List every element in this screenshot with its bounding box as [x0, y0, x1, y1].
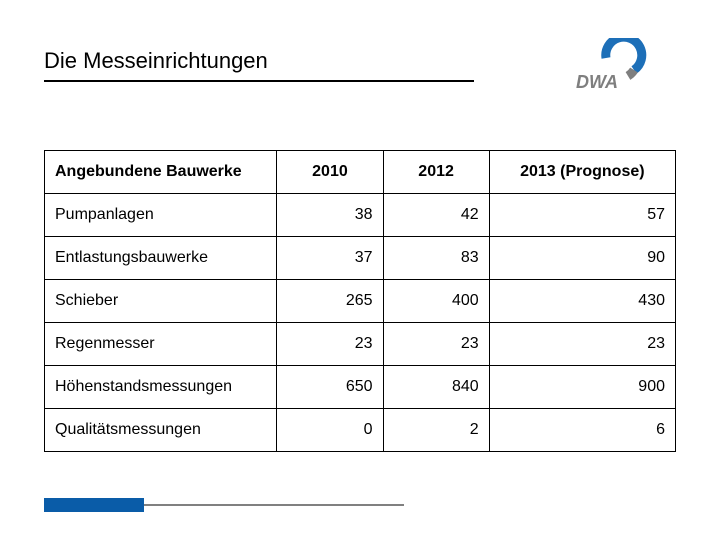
- cell-label: Pumpanlagen: [45, 194, 277, 237]
- cell-value: 83: [383, 237, 489, 280]
- cell-label: Schieber: [45, 280, 277, 323]
- cell-value: 650: [277, 366, 383, 409]
- table-row: Entlastungsbauwerke 37 83 90: [45, 237, 676, 280]
- cell-value: 90: [489, 237, 675, 280]
- cell-label: Entlastungsbauwerke: [45, 237, 277, 280]
- cell-label: Qualitätsmessungen: [45, 409, 277, 452]
- col-header-2010: 2010: [277, 151, 383, 194]
- col-header-2012: 2012: [383, 151, 489, 194]
- cell-value: 400: [383, 280, 489, 323]
- table-body: Pumpanlagen 38 42 57 Entlastungsbauwerke…: [45, 194, 676, 452]
- cell-value: 840: [383, 366, 489, 409]
- footer-decoration: [44, 498, 404, 512]
- cell-value: 2: [383, 409, 489, 452]
- header: Die Messeinrichtungen DWA: [44, 48, 676, 104]
- data-table-wrap: Angebundene Bauwerke 2010 2012 2013 (Pro…: [44, 150, 676, 452]
- dwa-logo: DWA: [576, 38, 676, 94]
- cell-value: 23: [277, 323, 383, 366]
- cell-value: 6: [489, 409, 675, 452]
- table-row: Schieber 265 400 430: [45, 280, 676, 323]
- table-header-row: Angebundene Bauwerke 2010 2012 2013 (Pro…: [45, 151, 676, 194]
- cell-value: 265: [277, 280, 383, 323]
- footer-blue-block: [44, 498, 144, 512]
- cell-value: 900: [489, 366, 675, 409]
- cell-value: 23: [383, 323, 489, 366]
- slide: Die Messeinrichtungen DWA Angebundene Ba…: [0, 0, 720, 540]
- title-underline: [44, 80, 474, 82]
- cell-value: 0: [277, 409, 383, 452]
- table-row: Pumpanlagen 38 42 57: [45, 194, 676, 237]
- footer-grey-line: [144, 504, 404, 506]
- table-row: Regenmesser 23 23 23: [45, 323, 676, 366]
- cell-value: 57: [489, 194, 675, 237]
- data-table: Angebundene Bauwerke 2010 2012 2013 (Pro…: [44, 150, 676, 452]
- cell-value: 430: [489, 280, 675, 323]
- cell-value: 38: [277, 194, 383, 237]
- logo-text: DWA: [576, 72, 618, 92]
- col-header-2013: 2013 (Prognose): [489, 151, 675, 194]
- cell-label: Höhenstandsmessungen: [45, 366, 277, 409]
- cell-value: 37: [277, 237, 383, 280]
- table-row: Höhenstandsmessungen 650 840 900: [45, 366, 676, 409]
- cell-label: Regenmesser: [45, 323, 277, 366]
- cell-value: 42: [383, 194, 489, 237]
- col-header-name: Angebundene Bauwerke: [45, 151, 277, 194]
- cell-value: 23: [489, 323, 675, 366]
- table-row: Qualitätsmessungen 0 2 6: [45, 409, 676, 452]
